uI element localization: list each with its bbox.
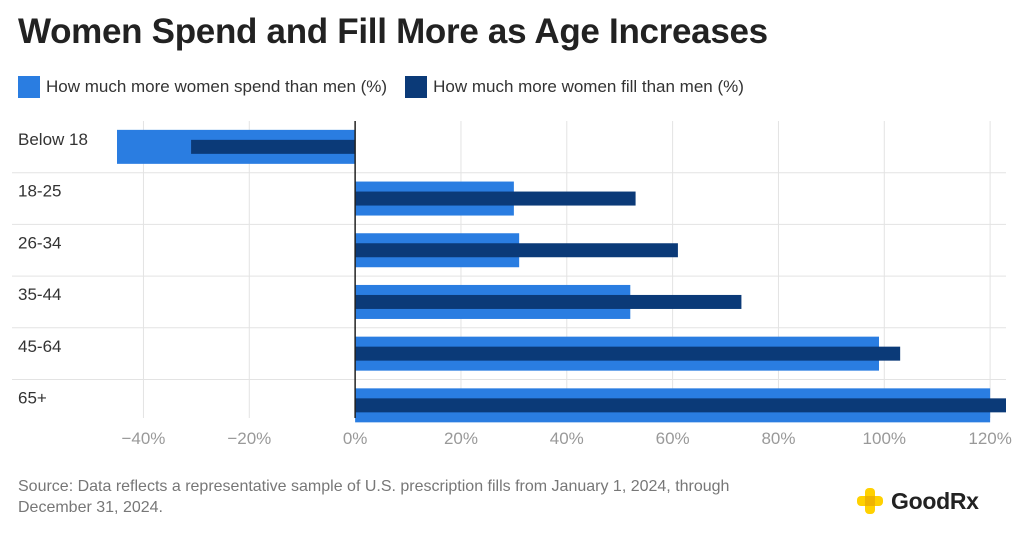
x-tick-label: 100% xyxy=(863,429,906,448)
chart-title: Women Spend and Fill More as Age Increas… xyxy=(18,12,768,51)
category-label: 65+ xyxy=(18,389,47,408)
category-label: 45-64 xyxy=(18,337,61,356)
goodrx-plus-icon xyxy=(857,488,883,514)
x-tick-label: 0% xyxy=(343,429,368,448)
legend-label-spend: How much more women spend than men (%) xyxy=(46,77,388,96)
x-tick-label: 80% xyxy=(761,429,795,448)
legend-label-fill: How much more women fill than men (%) xyxy=(433,77,744,96)
x-tick-label: −20% xyxy=(227,429,271,448)
bar-fill xyxy=(355,191,636,206)
x-tick-label: 120% xyxy=(968,429,1011,448)
x-tick-label: 40% xyxy=(550,429,584,448)
brand-logo: GoodRx xyxy=(855,486,979,516)
legend-swatch-spend xyxy=(18,76,40,98)
category-label: 35-44 xyxy=(18,285,61,304)
bar-fill xyxy=(355,243,678,258)
legend-swatch-fill xyxy=(405,76,428,98)
legend: How much more women spend than men (%) H… xyxy=(18,76,762,98)
source-note: Source: Data reflects a representative s… xyxy=(18,478,730,516)
category-label: 18-25 xyxy=(18,182,61,201)
bar-fill xyxy=(191,139,356,154)
category-label: 26-34 xyxy=(18,233,61,252)
legend-item-fill: How much more women fill than men (%) xyxy=(405,76,744,98)
brand-name: GoodRx xyxy=(891,487,979,514)
category-label: Below 18 xyxy=(18,130,88,149)
legend-item-spend: How much more women spend than men (%) xyxy=(18,76,387,98)
bar-fill xyxy=(355,398,1006,413)
x-tick-label: 60% xyxy=(656,429,690,448)
x-tick-label: 20% xyxy=(444,429,478,448)
bar-fill xyxy=(355,294,742,309)
bar-fill xyxy=(355,346,901,361)
x-tick-label: −40% xyxy=(121,429,165,448)
